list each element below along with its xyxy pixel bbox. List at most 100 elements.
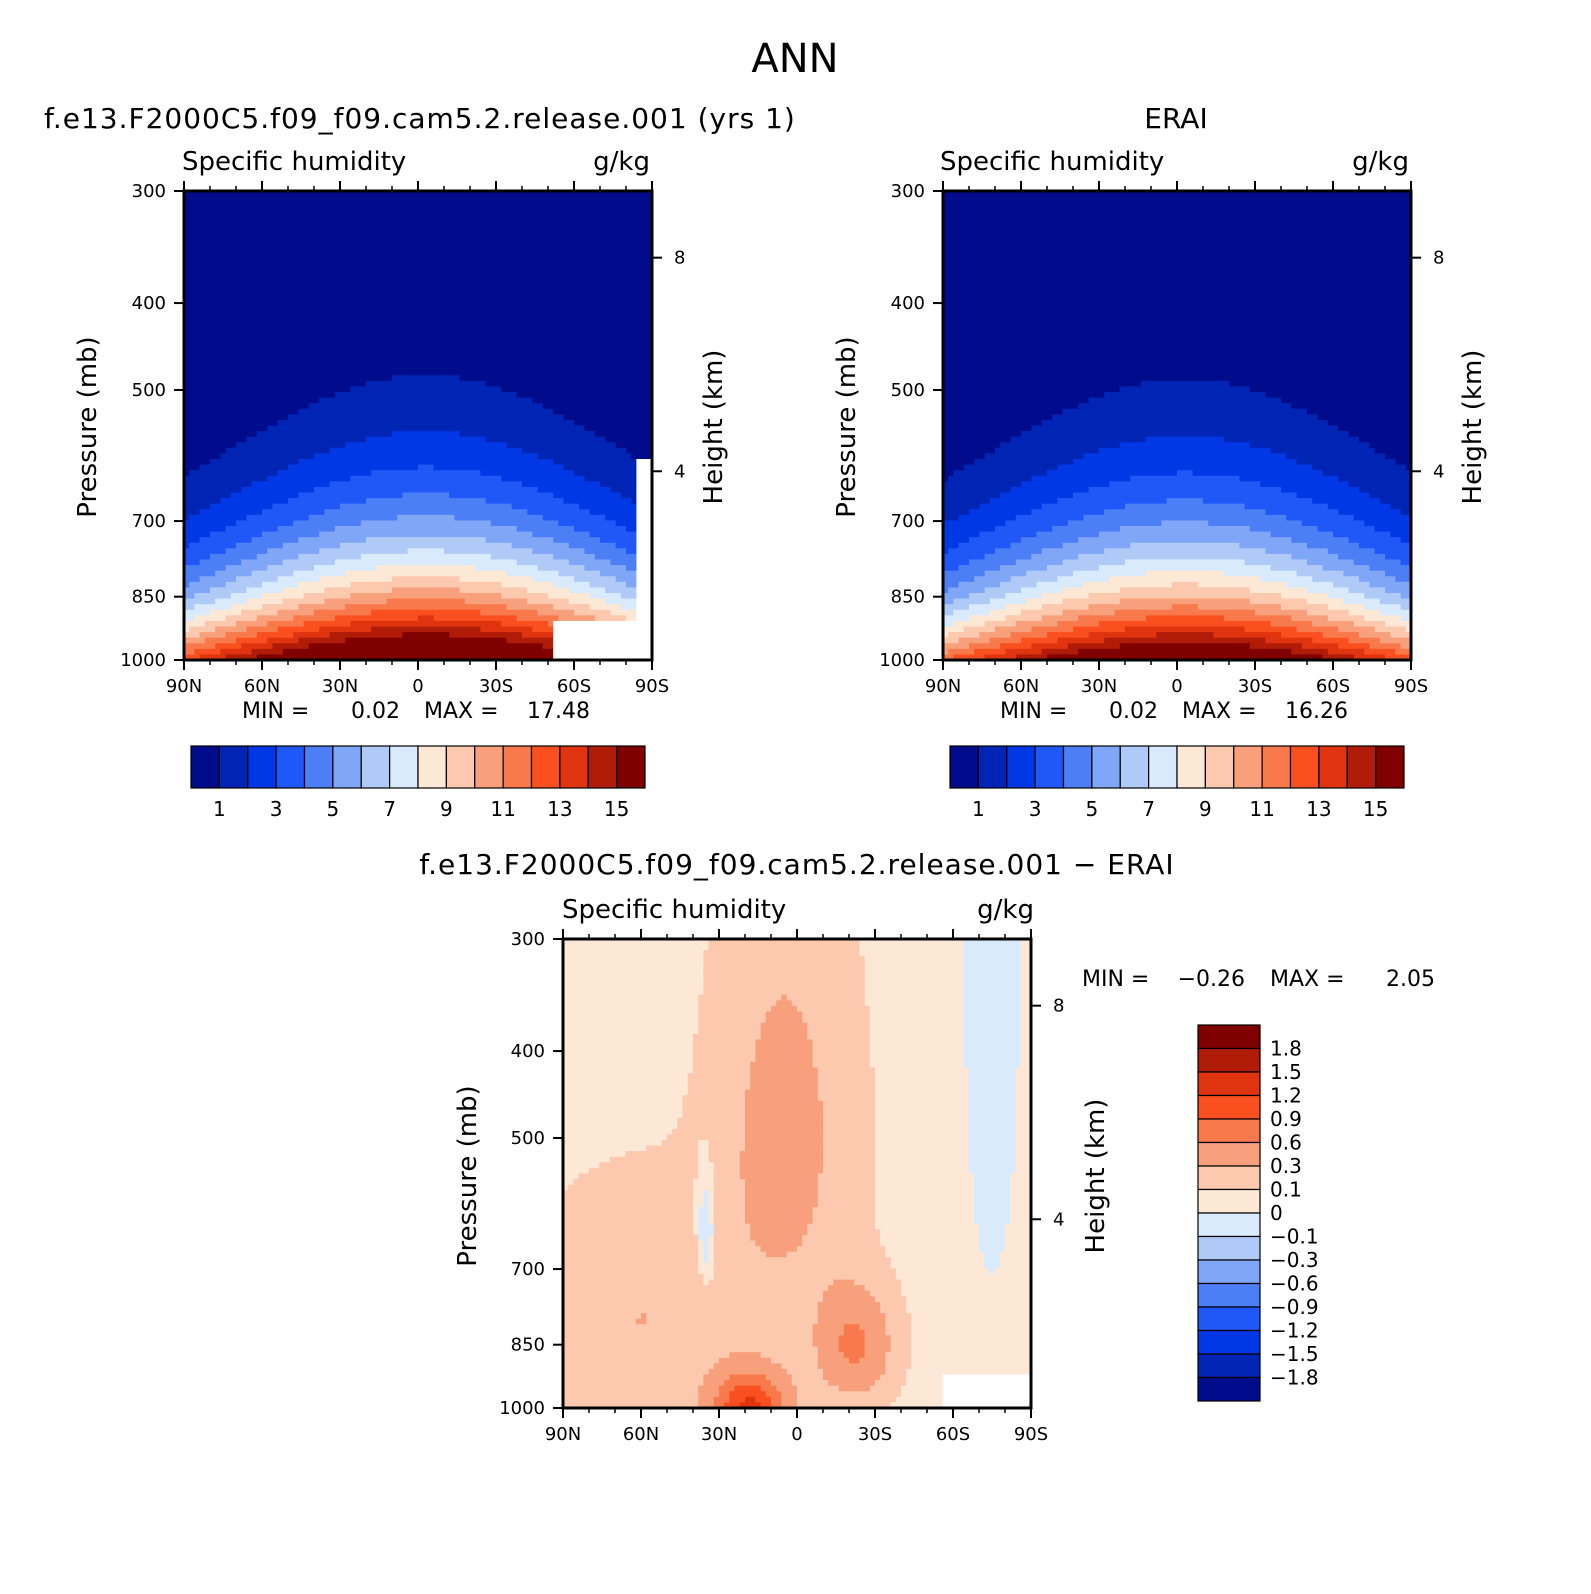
- contour-fill-cell: [708, 1201, 715, 1208]
- contour-fill-cell: [943, 397, 1090, 404]
- contour-fill-cell: [1249, 526, 1318, 533]
- contour-fill-cell: [802, 1240, 881, 1247]
- contour-fill-cell: [194, 648, 221, 656]
- contour-fill-cell: [708, 1190, 715, 1197]
- contour-fill-cell: [817, 1078, 876, 1085]
- contour-fill-cell: [184, 609, 211, 616]
- contour-fill-cell: [210, 459, 299, 466]
- contour-fill-cell: [1327, 503, 1391, 510]
- contour-fill-cell: [817, 1307, 881, 1314]
- contour-fill-cell: [703, 978, 866, 985]
- contour-fill-cell: [864, 1352, 886, 1359]
- panel-obs-max-label: MAX =: [1182, 699, 1257, 724]
- contour-fill-cell: [184, 403, 310, 410]
- contour-fill-cell: [1369, 565, 1412, 572]
- contour-fill-cell: [771, 1006, 798, 1013]
- contour-fill-cell: [765, 1374, 793, 1381]
- contour-fill-cell: [397, 514, 455, 522]
- contour-fill-cell: [713, 1251, 767, 1258]
- contour-fill-cell: [184, 352, 653, 360]
- contour-fill-cell: [563, 1301, 819, 1309]
- contour-fill-cell: [864, 966, 964, 974]
- contour-fill-cell: [943, 459, 975, 466]
- contour-fill-cell: [943, 509, 970, 516]
- contour-fill-cell: [1015, 1167, 1032, 1175]
- contour-fill-cell: [875, 1201, 975, 1208]
- contour-fill-cell: [1348, 587, 1386, 594]
- contour-fill-cell: [563, 955, 704, 962]
- y-right-tick-label: 8: [674, 248, 685, 269]
- contour-fill-cell: [989, 1268, 996, 1275]
- contour-fill-cell: [812, 1056, 871, 1063]
- contour-fill-cell: [797, 1006, 871, 1013]
- contour-fill-cell: [308, 643, 544, 650]
- contour-fill-cell: [745, 1106, 824, 1113]
- contour-fill-cell: [620, 492, 637, 499]
- contour-fill-cell: [558, 520, 617, 527]
- contour-fill-cell: [943, 408, 1064, 415]
- contour-fill-cell: [703, 1257, 710, 1264]
- contour-fill-cell: [765, 1391, 782, 1398]
- contour-fill-cell: [943, 559, 970, 566]
- contour-fill-cell: [1020, 961, 1032, 968]
- contour-fill-cell: [693, 1067, 751, 1074]
- contour-fill-cell: [563, 1089, 689, 1096]
- contour-fill-cell: [262, 581, 299, 589]
- contour-fill-cell: [812, 1039, 871, 1046]
- contour-fill-cell: [501, 593, 549, 600]
- panel-diff: f.e13.F2000C5.f09_f09.cam5.2.release.001…: [419, 848, 1435, 1445]
- contour-fill-cell: [1020, 1061, 1032, 1069]
- contour-fill-cell: [963, 944, 1022, 951]
- contour-fill-cell: [885, 1368, 907, 1376]
- contour-fill-cell: [698, 1251, 704, 1258]
- colorbar-swatch: [190, 745, 220, 789]
- contour-fill-cell: [745, 1212, 814, 1219]
- contour-fill-cell: [345, 637, 507, 644]
- contour-fill-cell: [626, 447, 653, 455]
- contour-fill-cell: [1244, 626, 1298, 633]
- contour-fill-cell: [584, 565, 627, 572]
- contour-fill-cell: [875, 1089, 970, 1096]
- contour-fill-cell: [184, 196, 653, 203]
- contour-fill-cell: [293, 570, 346, 577]
- contour-fill-cell: [984, 654, 1017, 661]
- contour-fill-cell: [480, 626, 533, 633]
- contour-fill-cell: [968, 1073, 1016, 1080]
- contour-fill-cell: [698, 1022, 762, 1029]
- contour-fill-cell: [943, 291, 1412, 298]
- contour-fill-cell: [1374, 548, 1412, 555]
- contour-fill-cell: [277, 576, 320, 583]
- contour-fill-cell: [943, 498, 991, 505]
- contour-fill-cell: [864, 1335, 892, 1342]
- contour-fill-cell: [823, 1123, 876, 1130]
- contour-fill-cell: [1005, 520, 1069, 527]
- contour-fill-cell: [563, 978, 704, 985]
- contour-fill-cell: [1015, 1095, 1032, 1102]
- colorbar-label: 1.2: [1270, 1084, 1302, 1108]
- contour-fill-cell: [282, 648, 554, 656]
- y-tick-label: 850: [132, 587, 166, 608]
- contour-fill-cell: [262, 509, 325, 516]
- contour-fill-cell: [1000, 442, 1121, 449]
- contour-fill-cell: [708, 1218, 715, 1225]
- contour-fill-cell: [713, 1195, 746, 1203]
- contour-fill-cell: [184, 453, 221, 460]
- y-tick-label: 1000: [120, 650, 166, 671]
- contour-fill-cell: [1244, 559, 1308, 566]
- contour-fill-cell: [194, 593, 232, 600]
- contour-fill-cell: [739, 1167, 824, 1175]
- contour-fill-cell: [350, 620, 502, 628]
- contour-fill-cell: [506, 604, 554, 611]
- contour-fill-cell: [1317, 414, 1412, 421]
- contour-fill-cell: [605, 514, 637, 522]
- contour-fill-cell: [1312, 576, 1360, 583]
- x-tick-label: 60N: [623, 1424, 659, 1445]
- contour-fill-cell: [943, 414, 1053, 421]
- contour-fill-cell: [563, 1251, 699, 1258]
- contour-fill-cell: [589, 531, 637, 538]
- contour-fill-cell: [563, 1385, 699, 1392]
- contour-fill-cell: [823, 1112, 876, 1119]
- contour-fill-cell: [875, 1223, 980, 1230]
- contour-fill-cell: [511, 542, 570, 549]
- contour-fill-cell: [464, 598, 528, 605]
